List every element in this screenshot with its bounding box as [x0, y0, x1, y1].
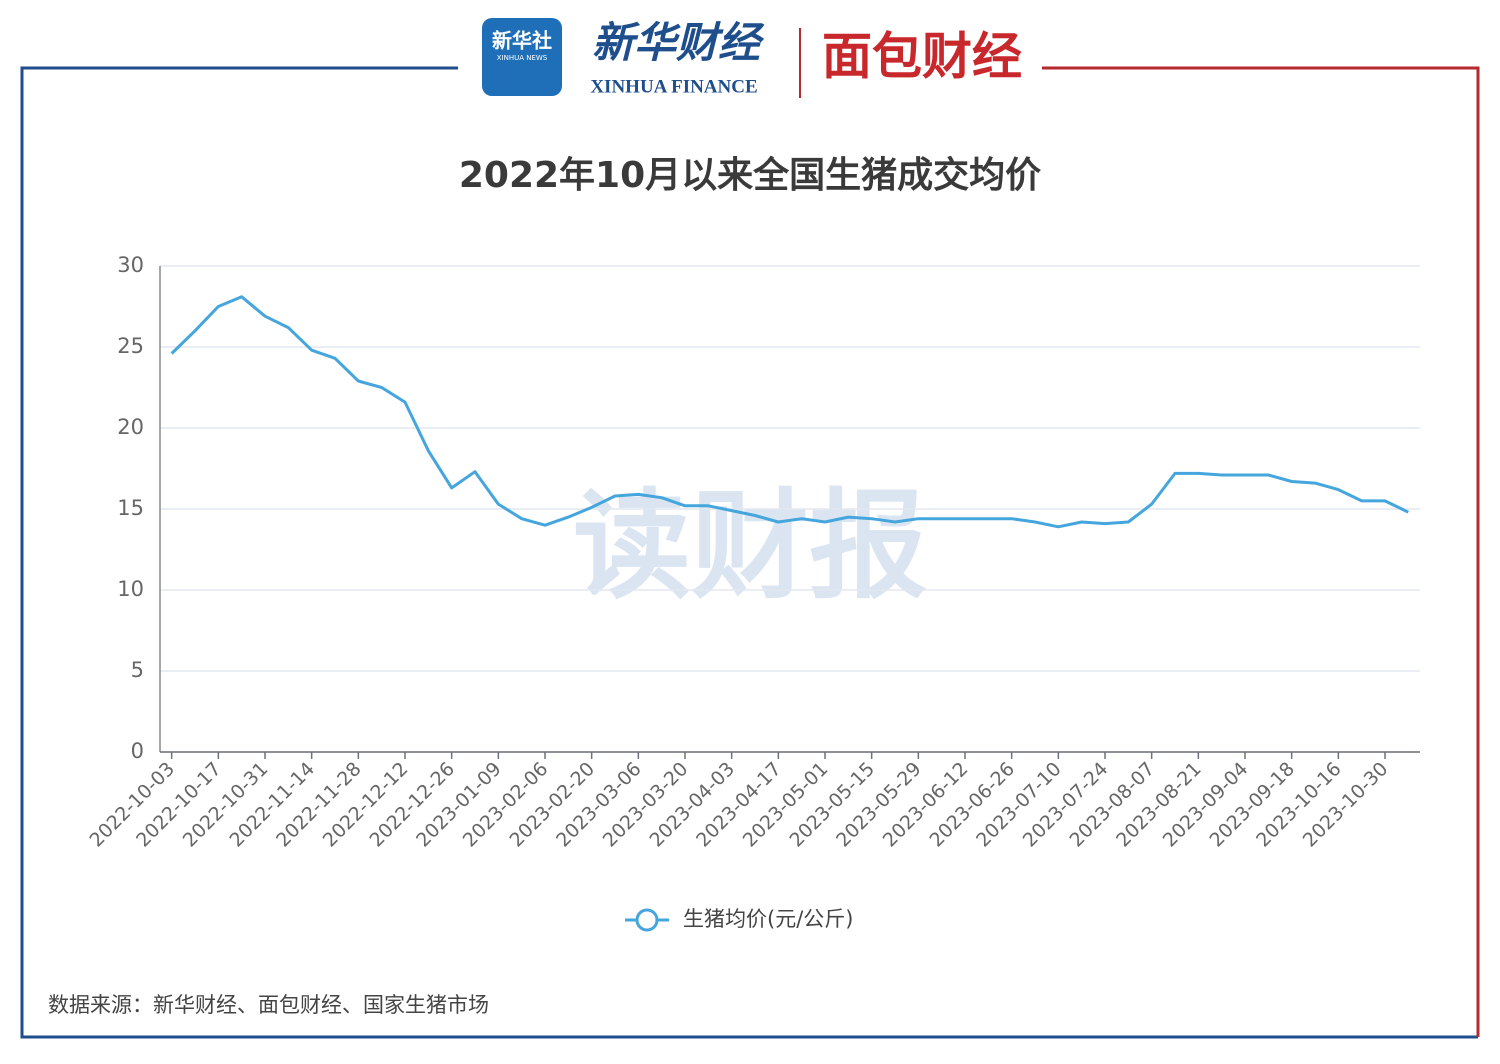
y-tick-label: 20: [117, 415, 144, 439]
legend-marker: [635, 908, 659, 932]
y-tick-label: 5: [131, 658, 144, 682]
y-tick-label: 0: [131, 739, 144, 763]
source-note: 数据来源：新华财经、面包财经、国家生猪市场: [48, 993, 489, 1017]
y-tick-label: 25: [117, 334, 144, 358]
y-tick-label: 10: [117, 577, 144, 601]
chart-title: 2022年10月以来全国生猪成交均价: [459, 154, 1041, 196]
badge-logo: [482, 18, 562, 96]
badge-text: 新华社: [492, 29, 552, 53]
legend-label: 生猪均价(元/公斤): [683, 907, 853, 931]
frame: [20, 28, 1480, 1039]
brand-sub: XINHUA FINANCE: [590, 76, 757, 97]
watermark: 读财报: [573, 477, 927, 615]
badge-sub: XINHUA NEWS: [497, 54, 548, 62]
brand: 新华财经: [592, 18, 765, 67]
y-tick-label: 15: [117, 496, 144, 520]
y-tick-label: 30: [117, 253, 144, 277]
line-series: [170, 295, 1409, 529]
partner-logo: 面包财经: [822, 28, 1022, 86]
